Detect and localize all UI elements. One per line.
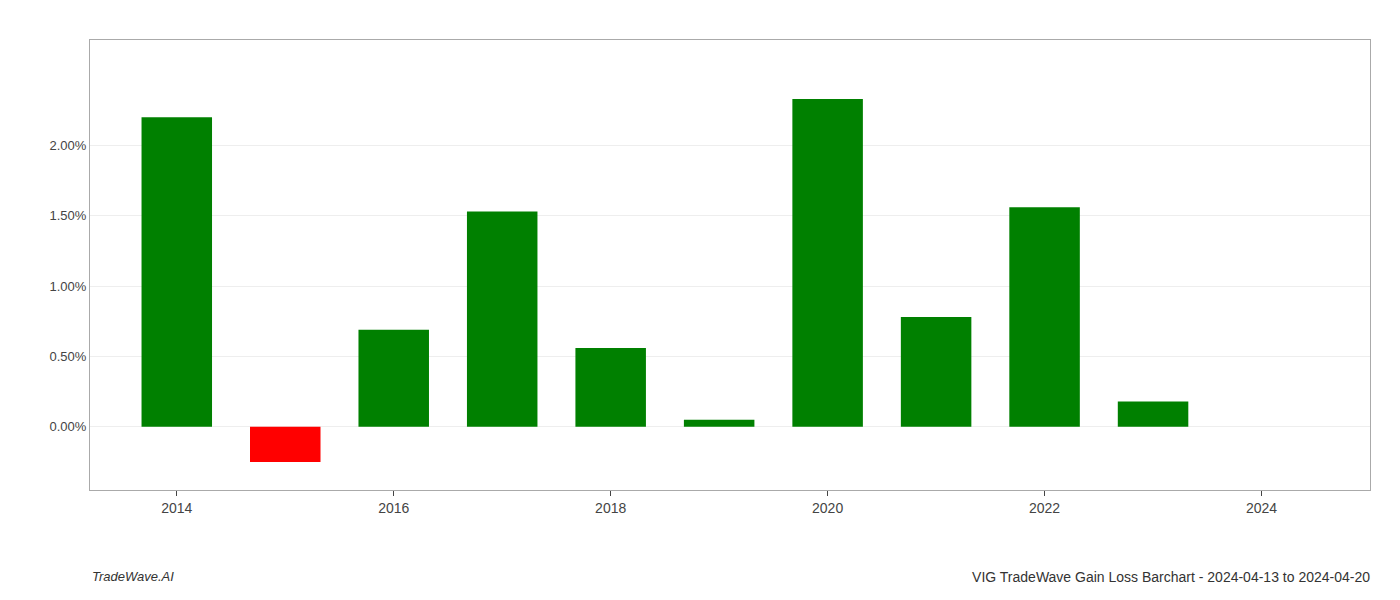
svg-text:TradeWave.AI: TradeWave.AI [92,569,174,584]
svg-text:0.50%: 0.50% [50,349,87,364]
svg-text:1.00%: 1.00% [50,279,87,294]
svg-text:2.00%: 2.00% [50,138,87,153]
svg-text:0.00%: 0.00% [50,419,87,434]
svg-text:VIG TradeWave Gain Loss Barcha: VIG TradeWave Gain Loss Barchart - 2024-… [972,569,1370,585]
svg-text:1.50%: 1.50% [50,208,87,223]
svg-text:2014: 2014 [161,500,192,516]
svg-text:2024: 2024 [1246,500,1277,516]
svg-text:2018: 2018 [595,500,626,516]
svg-text:2016: 2016 [378,500,409,516]
svg-text:2020: 2020 [812,500,843,516]
svg-text:2022: 2022 [1029,500,1060,516]
